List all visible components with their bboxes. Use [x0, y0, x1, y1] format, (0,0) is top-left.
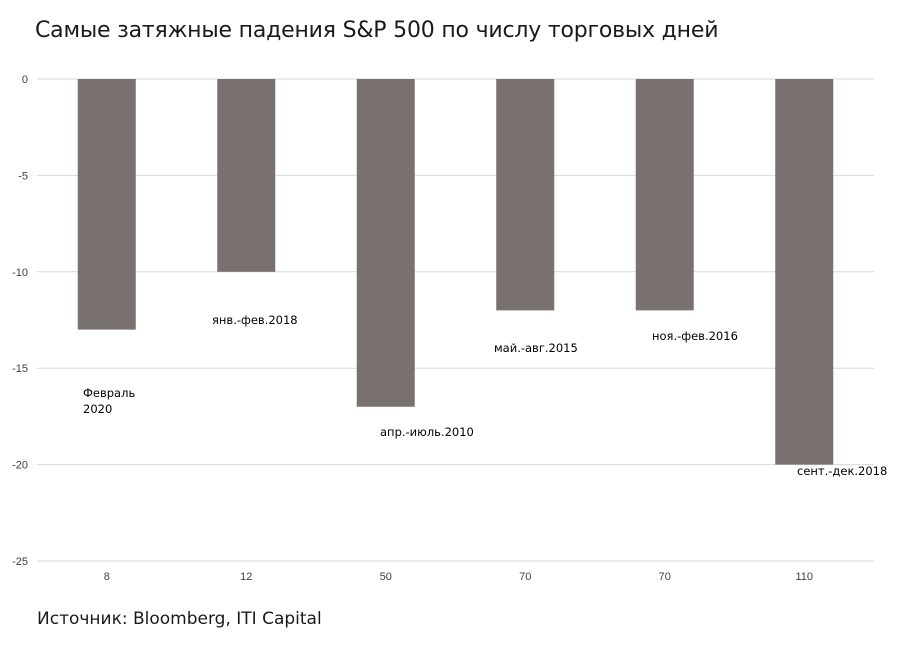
y-tick-label: -25: [12, 556, 28, 568]
x-tick-label: 110: [795, 571, 813, 583]
x-tick-label: 50: [380, 571, 392, 583]
bar-data-label: май.-авг.2015: [494, 341, 578, 355]
bar-data-label: Февраль: [83, 386, 135, 400]
bar-data-label: сент.-дек.2018: [797, 464, 887, 478]
bar-data-label: апр.-июль.2010: [380, 425, 474, 439]
bar: [496, 79, 555, 311]
y-tick-label: -15: [12, 363, 28, 375]
bar: [356, 79, 415, 407]
bar: [77, 79, 136, 330]
bar: [635, 79, 694, 311]
bar-chart: 0 -5 -10 -15 -20 -25 8 12 50 70 70 110 Февраль 2020 ян…: [12, 74, 887, 583]
bar: [217, 79, 276, 272]
bar-data-label: янв.-фев.2018: [212, 313, 298, 327]
y-tick-label: 0: [22, 74, 28, 86]
bar: [775, 79, 834, 465]
x-tick-label: 8: [104, 571, 110, 583]
x-tick-label: 70: [519, 571, 531, 583]
y-tick-label: -20: [12, 460, 28, 472]
y-tick-label: -10: [12, 267, 28, 279]
bar-data-label: ноя.-фев.2016: [652, 329, 738, 343]
x-tick-label: 70: [659, 571, 671, 583]
chart-source: Источник: Bloomberg, ITI Capital: [37, 609, 322, 629]
chart-title: Самые затяжные падения S&P 500 по числу …: [35, 18, 719, 43]
x-tick-label: 12: [240, 571, 252, 583]
y-tick-label: -5: [18, 170, 28, 182]
bar-data-label: 2020: [83, 402, 112, 416]
